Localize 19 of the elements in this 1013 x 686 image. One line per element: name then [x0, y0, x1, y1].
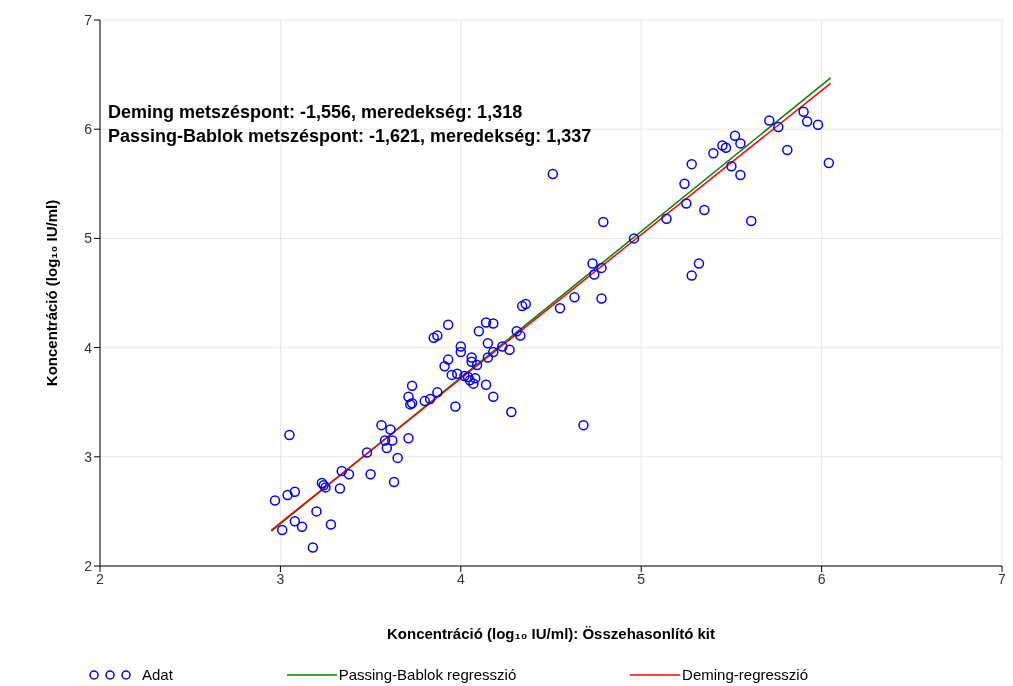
x-tick-label: 2 — [96, 570, 105, 587]
legend-label: Passing-Bablok regresszió — [338, 666, 517, 683]
x-tick-label: 6 — [817, 570, 826, 587]
y-tick-label: 7 — [84, 11, 93, 28]
x-tick-label: 4 — [456, 570, 465, 587]
y-tick-label: 3 — [84, 448, 93, 465]
y-tick-label: 6 — [84, 121, 93, 138]
annotation: Passing-Bablok metszéspont: -1,621, meredekség: 1,337 — [108, 125, 592, 148]
x-tick-label: 5 — [637, 570, 646, 587]
y-axis-title: Koncentráció (log₁₀ IU/ml) — [43, 199, 61, 387]
y-tick-label: 4 — [84, 339, 93, 356]
annotation: Deming metszéspont: -1,556, meredekség: 1,318 — [108, 101, 524, 124]
x-tick-label: 3 — [276, 570, 285, 587]
legend-label: Deming-regresszió — [682, 666, 808, 683]
y-tick-label: 5 — [84, 230, 93, 247]
y-tick-label: 2 — [84, 557, 93, 574]
legend-label: Adat — [142, 666, 173, 683]
x-axis-title: Koncentráció (log₁₀ IU/ml): Összehasonlító kit — [386, 624, 716, 642]
x-tick-label: 7 — [998, 570, 1007, 587]
